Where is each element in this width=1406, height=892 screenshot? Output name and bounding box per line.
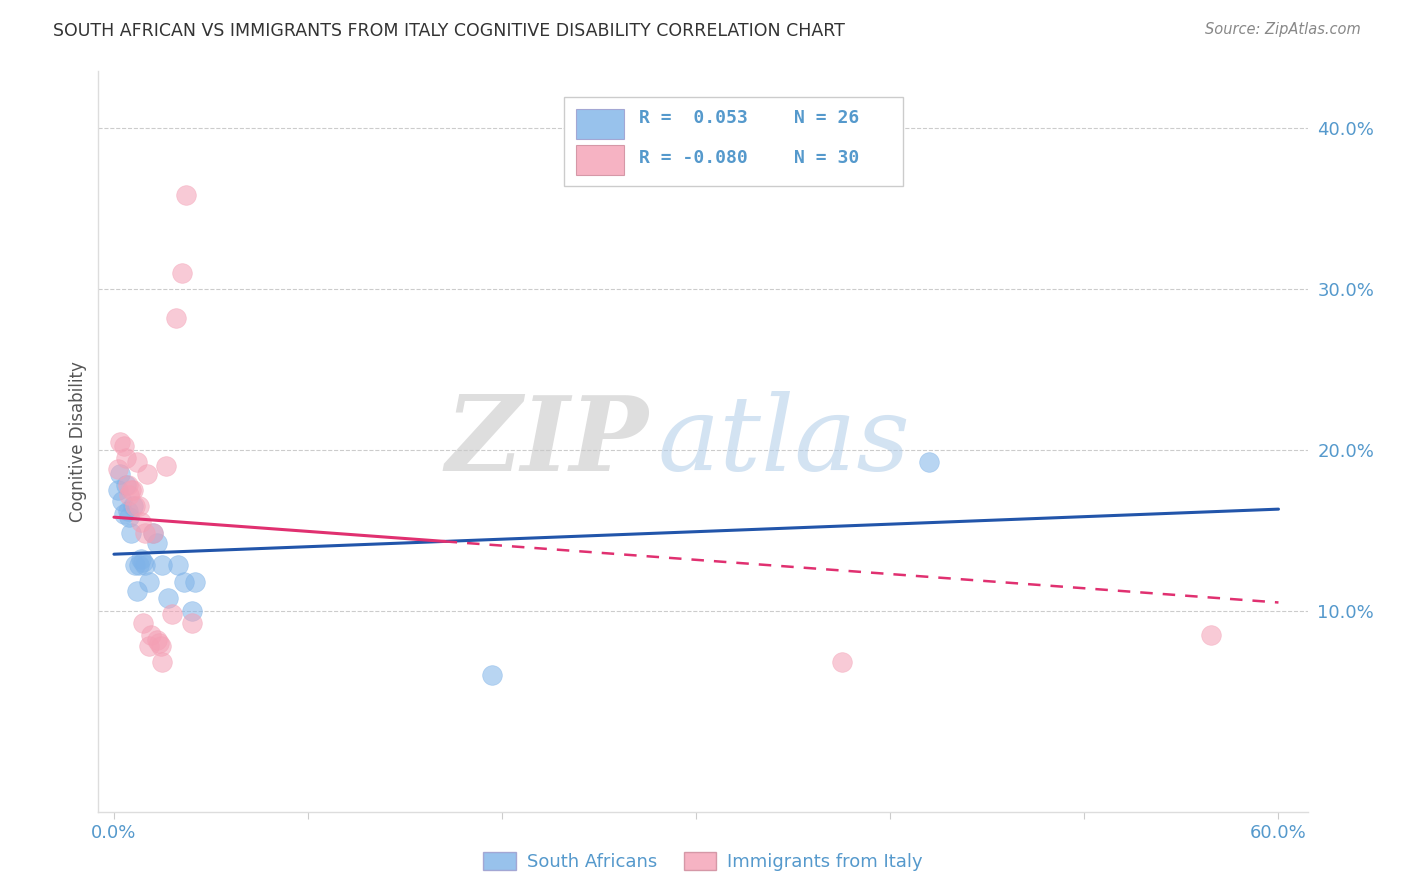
Point [127, 455, 149, 469]
FancyBboxPatch shape [576, 145, 624, 175]
Point [114, 478, 136, 492]
Point [180, 603, 202, 617]
Text: R =  0.053: R = 0.053 [638, 109, 748, 127]
Point [180, 616, 202, 631]
Point [167, 558, 190, 573]
Point [107, 462, 129, 476]
Point [139, 628, 162, 642]
Point [173, 574, 195, 589]
Point [117, 478, 139, 492]
Point [120, 483, 142, 497]
Point [124, 499, 146, 513]
Point [117, 504, 139, 518]
Point [129, 515, 152, 529]
Point [107, 483, 129, 497]
Point [138, 639, 160, 653]
Point [149, 639, 172, 653]
Point [122, 483, 145, 497]
Point [170, 266, 193, 280]
Point [145, 632, 167, 647]
Point [165, 310, 187, 325]
Text: atlas: atlas [657, 391, 910, 492]
Point [108, 467, 131, 481]
Point [174, 188, 197, 202]
Point [124, 558, 146, 573]
Point [129, 552, 152, 566]
Y-axis label: Cognitive Disability: Cognitive Disability [69, 361, 87, 522]
Point [127, 584, 149, 599]
Point [1199, 628, 1222, 642]
FancyBboxPatch shape [564, 97, 903, 186]
Point [132, 616, 155, 631]
Point [134, 558, 156, 573]
FancyBboxPatch shape [576, 109, 624, 139]
Point [160, 607, 183, 621]
Text: N = 30: N = 30 [793, 149, 859, 167]
Point [118, 510, 141, 524]
Point [152, 655, 174, 669]
Point [111, 494, 134, 508]
Point [918, 455, 941, 469]
Point [128, 558, 150, 573]
Point [134, 526, 156, 541]
Point [120, 526, 142, 541]
Point [142, 526, 165, 541]
Point [184, 574, 207, 589]
Point [481, 668, 503, 682]
Point [138, 574, 160, 589]
Point [112, 439, 135, 453]
Point [112, 507, 135, 521]
Legend: South Africans, Immigrants from Italy: South Africans, Immigrants from Italy [477, 845, 929, 879]
Point [114, 450, 136, 465]
Text: Source: ZipAtlas.com: Source: ZipAtlas.com [1205, 22, 1361, 37]
Text: N = 26: N = 26 [793, 109, 859, 127]
Point [128, 499, 150, 513]
Point [157, 591, 180, 605]
Point [132, 555, 155, 569]
Point [142, 526, 165, 541]
Text: R = -0.080: R = -0.080 [638, 149, 748, 167]
Point [136, 467, 159, 481]
Point [148, 636, 170, 650]
Point [118, 488, 141, 502]
Point [831, 655, 853, 669]
Point [108, 434, 131, 449]
Point [152, 558, 174, 573]
Point [155, 458, 177, 473]
Point [145, 536, 167, 550]
Text: SOUTH AFRICAN VS IMMIGRANTS FROM ITALY COGNITIVE DISABILITY CORRELATION CHART: SOUTH AFRICAN VS IMMIGRANTS FROM ITALY C… [53, 22, 845, 40]
Point [122, 499, 145, 513]
Text: ZIP: ZIP [446, 391, 648, 492]
